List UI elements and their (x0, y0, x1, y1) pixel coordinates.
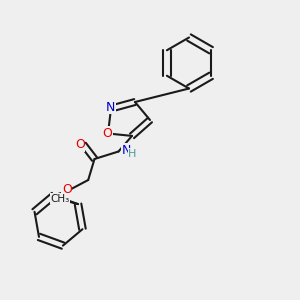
Text: N: N (121, 143, 131, 157)
Text: H: H (128, 149, 136, 159)
Text: O: O (75, 138, 85, 151)
Text: O: O (62, 183, 72, 196)
Text: O: O (103, 127, 112, 140)
Text: CH₃: CH₃ (50, 194, 70, 204)
Text: N: N (106, 100, 115, 114)
